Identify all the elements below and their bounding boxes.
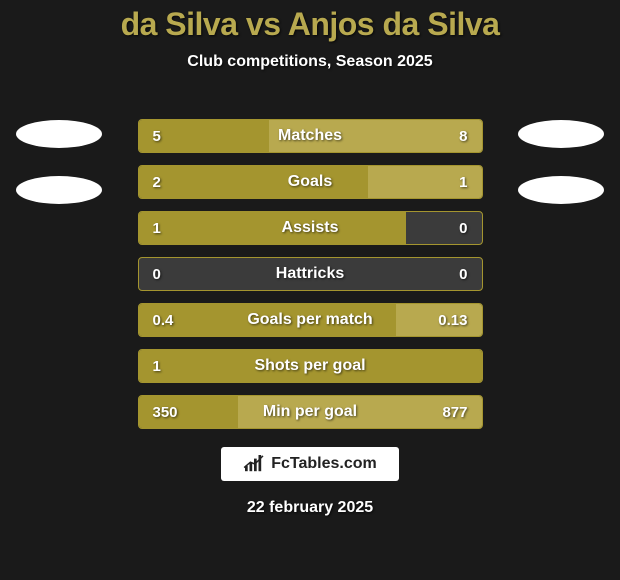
stat-row: 1 0 Assists <box>138 211 483 245</box>
stat-value-left: 1 <box>153 220 161 237</box>
stat-row: 5 8 Matches <box>138 119 483 153</box>
footer-date: 22 february 2025 <box>247 499 373 517</box>
stat-label: Assists <box>282 219 339 237</box>
stat-value-left: 1 <box>153 358 161 375</box>
content: da Silva vs Anjos da Silva Club competit… <box>0 0 620 580</box>
avatar-placeholder <box>518 176 604 204</box>
stat-row: 2 1 Goals <box>138 165 483 199</box>
stat-row: 1 Shots per goal <box>138 349 483 383</box>
avatar-placeholder <box>518 120 604 148</box>
bar-left-fill <box>139 212 407 244</box>
stat-value-left: 2 <box>153 174 161 191</box>
stat-label: Goals per match <box>247 311 372 329</box>
stat-row: 0.4 0.13 Goals per match <box>138 303 483 337</box>
stat-value-left: 350 <box>153 404 178 421</box>
subtitle: Club competitions, Season 2025 <box>187 53 432 71</box>
stat-value-right: 1 <box>459 174 467 191</box>
avatar-placeholders-right <box>518 120 604 204</box>
stat-value-left: 0 <box>153 266 161 283</box>
stat-value-right: 0 <box>459 266 467 283</box>
stat-value-left: 5 <box>153 128 161 145</box>
avatar-placeholder <box>16 120 102 148</box>
stat-label: Matches <box>278 127 342 145</box>
stat-row: 0 0 Hattricks <box>138 257 483 291</box>
stat-row: 350 877 Min per goal <box>138 395 483 429</box>
watermark-text: FcTables.com <box>271 455 377 473</box>
comparison-bars: 58Matches21Goals10Assists00Hattricks0.40… <box>138 119 483 429</box>
bar-left-fill <box>139 166 369 198</box>
stat-label: Hattricks <box>276 265 344 283</box>
stat-value-right: 8 <box>459 128 467 145</box>
stat-label: Goals <box>288 173 332 191</box>
watermark-badge: FcTables.com <box>221 447 399 481</box>
stat-label: Shots per goal <box>254 357 365 375</box>
avatar-placeholder <box>16 176 102 204</box>
page-title: da Silva vs Anjos da Silva <box>121 6 500 43</box>
stat-label: Min per goal <box>263 403 357 421</box>
chart-icon <box>243 455 265 473</box>
stat-value-right: 877 <box>442 404 467 421</box>
stat-value-left: 0.4 <box>153 312 174 329</box>
avatar-placeholders-left <box>16 120 102 204</box>
stat-value-right: 0.13 <box>438 312 467 329</box>
stat-value-right: 0 <box>459 220 467 237</box>
